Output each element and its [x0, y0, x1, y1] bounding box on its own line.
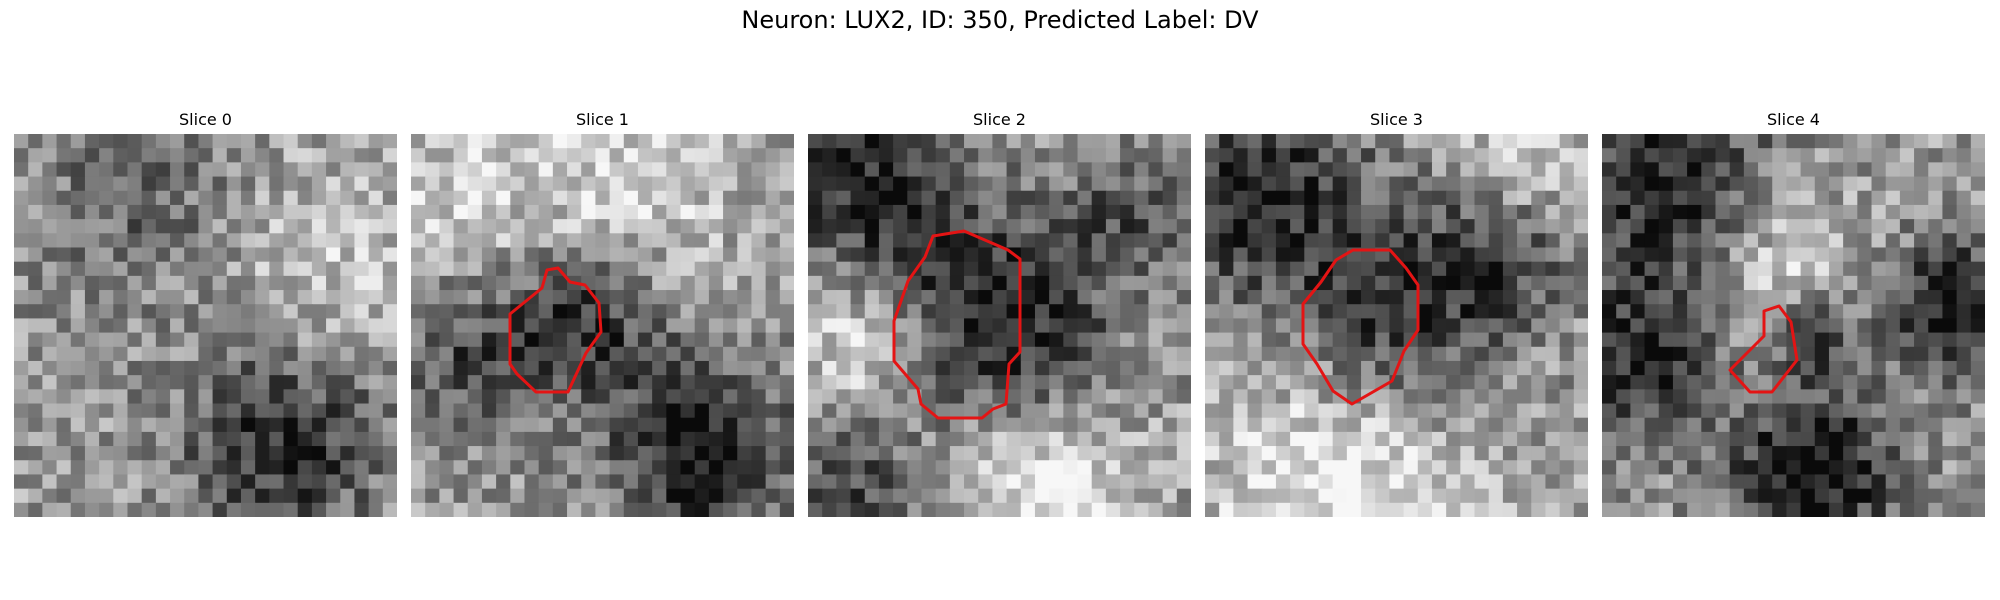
- slice-3-title: Slice 3: [1370, 110, 1423, 129]
- slice-1-title: Slice 1: [576, 110, 629, 129]
- slice-2-title: Slice 2: [973, 110, 1026, 129]
- slice-0-image: [14, 134, 397, 517]
- slice-4-title: Slice 4: [1767, 110, 1820, 129]
- slice-4-image: [1602, 134, 1985, 517]
- slice-2-roi-contour: [892, 229, 1022, 420]
- slice-3-image: [1205, 134, 1588, 517]
- slice-1-image: [411, 134, 794, 517]
- slice-3-roi-contour: [1301, 248, 1420, 406]
- slice-1-roi-contour: [508, 266, 603, 394]
- slice-4-roi-contour: [1728, 304, 1799, 394]
- slice-0-title: Slice 0: [179, 110, 232, 129]
- figure-title: Neuron: LUX2, ID: 350, Predicted Label: …: [741, 6, 1259, 34]
- slice-2-image: [808, 134, 1191, 517]
